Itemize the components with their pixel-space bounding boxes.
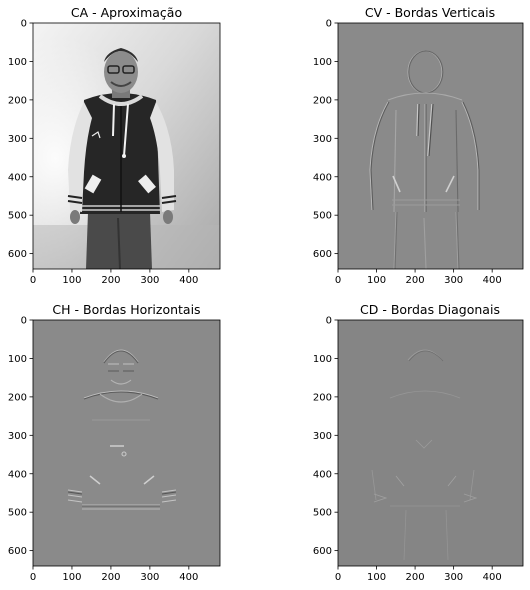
y-tick-label: 300 (8, 134, 27, 145)
y-tick-label: 600 (313, 546, 332, 557)
x-tick-label: 0 (30, 572, 36, 583)
x-tick-label: 300 (444, 572, 463, 583)
panel-cv-x-axis: 0 100 200 300 400 (335, 269, 502, 286)
y-tick-label: 500 (313, 211, 332, 222)
y-tick-label: 300 (8, 431, 27, 442)
panel-cd-x-axis: 0 100 200 300 400 (335, 566, 502, 583)
y-tick-label: 500 (8, 211, 27, 222)
y-tick-label: 0 (326, 19, 332, 30)
panel-cd-y-axis: 0 100 200 300 400 500 600 (313, 316, 338, 558)
panel-cd-image (338, 320, 523, 566)
x-tick-label: 0 (335, 275, 341, 286)
y-tick-label: 300 (313, 431, 332, 442)
y-tick-label: 500 (8, 508, 27, 519)
panel-ca-title: CA - Aproximação (71, 5, 182, 20)
y-tick-label: 400 (313, 469, 332, 480)
panel-cd-title: CD - Bordas Diagonais (360, 302, 500, 317)
x-tick-label: 100 (62, 572, 81, 583)
y-tick-label: 200 (8, 392, 27, 403)
x-tick-label: 400 (179, 572, 198, 583)
panel-ca-image (33, 23, 220, 269)
panel-ca-x-axis: 0 100 200 300 400 (30, 269, 199, 286)
y-tick-label: 600 (8, 546, 27, 557)
panel-cv-image (338, 23, 523, 269)
x-tick-label: 200 (406, 275, 425, 286)
panel-cv-y-axis: 0 100 200 300 400 500 600 (313, 19, 338, 261)
y-tick-label: 100 (8, 57, 27, 68)
y-tick-label: 100 (313, 57, 332, 68)
panel-ca-y-axis: 0 100 200 300 400 500 600 (8, 19, 33, 261)
x-tick-label: 400 (483, 275, 502, 286)
x-tick-label: 400 (483, 572, 502, 583)
panel-ch-x-axis: 0 100 200 300 400 (30, 566, 199, 583)
y-tick-label: 100 (313, 354, 332, 365)
panel-cv: CV - Bordas Verticais (313, 5, 523, 286)
y-tick-label: 200 (8, 95, 27, 106)
y-tick-label: 200 (313, 95, 332, 106)
x-tick-label: 400 (179, 275, 198, 286)
y-tick-label: 0 (21, 316, 27, 327)
x-tick-label: 300 (444, 275, 463, 286)
x-tick-label: 0 (30, 275, 36, 286)
x-tick-label: 200 (101, 572, 120, 583)
panel-ch-title: CH - Bordas Horizontais (52, 302, 200, 317)
panel-cv-title: CV - Bordas Verticais (365, 5, 495, 20)
y-tick-label: 100 (8, 354, 27, 365)
y-tick-label: 300 (313, 134, 332, 145)
x-tick-label: 300 (140, 572, 159, 583)
panel-cd: CD - Bordas Diagonais 0 100 200 300 400 0 100… (313, 302, 523, 583)
x-tick-label: 200 (406, 572, 425, 583)
y-tick-label: 400 (8, 469, 27, 480)
y-tick-label: 600 (313, 249, 332, 260)
y-tick-label: 400 (313, 172, 332, 183)
y-tick-label: 200 (313, 392, 332, 403)
x-tick-label: 200 (101, 275, 120, 286)
panel-ch-y-axis: 0 100 200 300 400 500 600 (8, 316, 33, 558)
panel-ca: CA - Aproximação (8, 5, 220, 286)
x-tick-label: 100 (367, 275, 386, 286)
y-tick-label: 0 (326, 316, 332, 327)
panel-ch: CH - Bordas Horizontais (8, 302, 220, 583)
y-tick-label: 600 (8, 249, 27, 260)
x-tick-label: 100 (62, 275, 81, 286)
y-tick-label: 500 (313, 508, 332, 519)
x-tick-label: 300 (140, 275, 159, 286)
y-tick-label: 400 (8, 172, 27, 183)
y-tick-label: 0 (21, 19, 27, 30)
x-tick-label: 100 (367, 572, 386, 583)
panel-ch-image (33, 320, 220, 566)
x-tick-label: 0 (335, 572, 341, 583)
